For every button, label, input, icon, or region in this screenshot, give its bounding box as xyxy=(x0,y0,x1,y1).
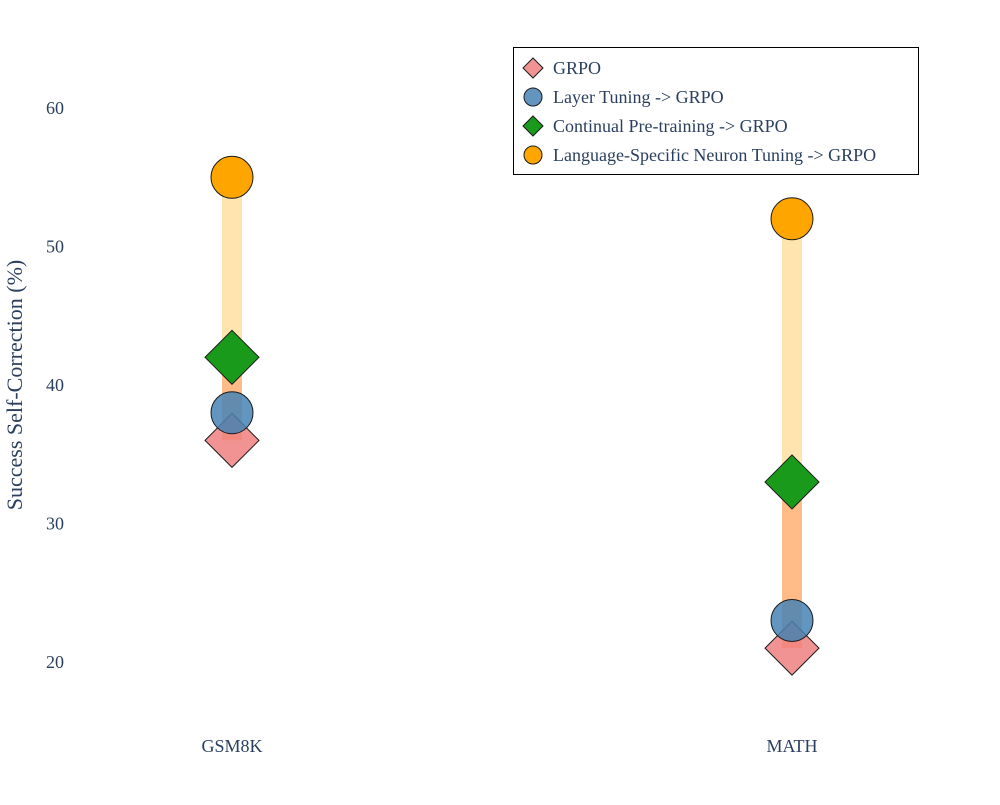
x-tick-label: MATH xyxy=(766,736,817,756)
legend-label: GRPO xyxy=(553,58,601,78)
marker-layer xyxy=(204,155,820,676)
legend-marker[interactable] xyxy=(523,145,543,165)
legend-item[interactable]: Continual Pre-training -> GRPO xyxy=(522,115,788,137)
y-tick-label: 30 xyxy=(46,514,64,534)
connector-layer xyxy=(222,177,802,649)
y-tick-label: 50 xyxy=(46,237,64,257)
legend-item[interactable]: Layer Tuning -> GRPO xyxy=(523,87,724,107)
legend-marker[interactable] xyxy=(523,87,543,107)
x-axis-ticks: GSM8K MATH xyxy=(201,736,817,756)
legend-marker[interactable] xyxy=(522,57,544,79)
legend-marker[interactable] xyxy=(522,115,544,137)
legend[interactable]: GRPO Layer Tuning -> GRPO Continual Pre-tr… xyxy=(513,47,919,175)
y-axis-ticks: 20 30 40 50 60 xyxy=(46,98,64,672)
legend-box xyxy=(513,47,919,175)
data-point-circle[interactable] xyxy=(770,197,814,241)
data-point-diamond[interactable] xyxy=(204,329,260,386)
legend-item[interactable]: GRPO xyxy=(522,57,601,79)
data-point-circle[interactable] xyxy=(770,598,814,642)
legend-label: Language-Specific Neuron Tuning -> GRPO xyxy=(553,145,876,165)
data-point-circle[interactable] xyxy=(210,391,254,435)
legend-item[interactable]: Language-Specific Neuron Tuning -> GRPO xyxy=(523,145,876,165)
legend-label: Continual Pre-training -> GRPO xyxy=(553,116,788,136)
data-point-circle[interactable] xyxy=(210,155,254,199)
y-tick-label: 40 xyxy=(46,375,64,395)
legend-label: Layer Tuning -> GRPO xyxy=(553,87,724,107)
y-axis-title: Success Self-Correction (%) xyxy=(2,260,27,510)
y-tick-label: 60 xyxy=(46,98,64,118)
y-tick-label: 20 xyxy=(46,652,64,672)
legend-items: GRPO Layer Tuning -> GRPO Continual Pre-tr… xyxy=(522,57,876,165)
data-point-diamond[interactable] xyxy=(764,454,820,510)
x-tick-label: GSM8K xyxy=(201,736,262,756)
